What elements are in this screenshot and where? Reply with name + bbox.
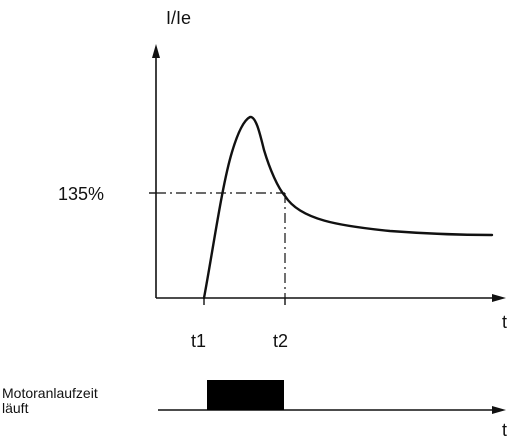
x-axis-arrowhead bbox=[492, 294, 506, 302]
t1-label: t1 bbox=[191, 331, 206, 351]
timing-axis-arrowhead bbox=[492, 406, 506, 414]
x-axis-label: t bbox=[502, 312, 507, 332]
motor-startup-active-pulse bbox=[207, 380, 284, 410]
signal-label-line2: läuft bbox=[2, 400, 29, 416]
signal-label-line1: Motoranlaufzeit bbox=[2, 385, 98, 401]
timing-row: Motoranlaufzeit läuft t bbox=[2, 380, 507, 438]
timing-axis-label: t bbox=[502, 420, 507, 438]
threshold-label: 135% bbox=[58, 184, 104, 204]
current-curve bbox=[202, 115, 494, 300]
t2-label: t2 bbox=[273, 331, 288, 351]
y-axis-arrowhead bbox=[152, 44, 160, 58]
current-graph: I/Ie t 135% t1 t2 bbox=[58, 8, 507, 351]
y-axis-label: I/Ie bbox=[166, 8, 191, 28]
